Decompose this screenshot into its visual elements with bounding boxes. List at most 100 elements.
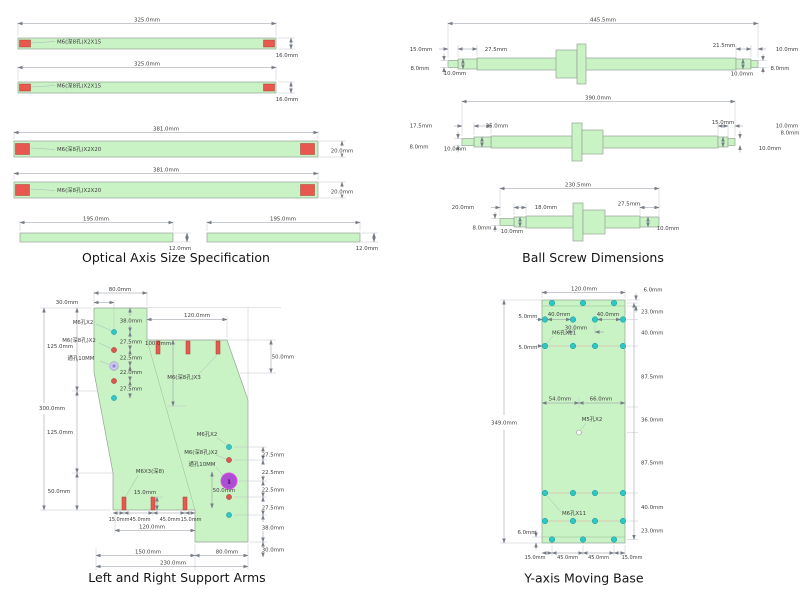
bar-body (13, 181, 319, 199)
hole-label: M5孔X2 (582, 415, 603, 423)
optical-axis-title: Optical Axis Size Specification (82, 250, 270, 265)
hole-m6 (226, 512, 232, 518)
height-dim: 20.0mm (331, 149, 354, 155)
height-dim: 12.0mm (169, 246, 192, 252)
hole-label: 通孔10MM (189, 460, 216, 468)
optical-bar-1: 325.0mm 16.0mm M6(深8孔)X2X15 (17, 18, 298, 59)
dim: 6.0mm (517, 530, 536, 536)
optical-axis-panel: 325.0mm 16.0mm M6(深8孔)X2X15 325.0mm 16.0… (13, 18, 379, 265)
shaft-main (476, 57, 737, 71)
dim: 349.0mm (491, 421, 517, 427)
thread-end-left (19, 83, 31, 92)
ball-screw-2: 390.0mm 17.5mm 25.0mm 15.0mm 10.0mm 8.0m… (409, 96, 800, 162)
bar-body (13, 140, 319, 158)
hole-10mm-highlight (220, 472, 238, 490)
seg-dim: 27.5mm (618, 202, 641, 208)
hole-label: M6X3(深8) (136, 467, 164, 475)
seg-dim: 15.0mm (410, 47, 433, 53)
dim: 150.0mm (135, 550, 161, 556)
thread-end-left (19, 39, 31, 48)
ball-screw-panel: 445.5mm 15.0mm 27.5mm 21.5mm 10.0mm 8.0m… (409, 18, 800, 266)
optical-bar-5: 195.0mm 12.0mm (19, 217, 192, 252)
m6-holes (541, 299, 627, 543)
hole-label: M6孔X11 (552, 329, 576, 337)
dim: 80.0mm (216, 550, 239, 556)
hole-m6 (610, 299, 618, 307)
ball-screw-1: 445.5mm 15.0mm 27.5mm 21.5mm 10.0mm 8.0m… (410, 18, 798, 85)
hole-m6 (541, 489, 549, 497)
dim: 54.0mm (549, 397, 572, 403)
thread-label: M6(深8孔)X2X20 (57, 186, 102, 194)
stud (182, 496, 188, 511)
dim: 40.0mm (548, 312, 571, 318)
dim: 23.0mm (641, 529, 664, 535)
shaft-step (735, 58, 752, 70)
total-length-dim: 390.0mm (585, 96, 611, 102)
thread-label: M6(深8孔)X2X20 (57, 145, 102, 153)
dim: 80.0mm (109, 287, 132, 293)
hole-m6 (591, 517, 599, 525)
shaft-stub (750, 60, 759, 68)
dim: 27.5mm (262, 506, 285, 512)
thread-end-right (300, 143, 315, 155)
shaft-step (457, 58, 478, 70)
nut-flange (576, 43, 587, 85)
height-dim: 12.0mm (356, 246, 379, 252)
dia-dim: 8.0mm (472, 226, 491, 232)
hole-m6 (579, 299, 587, 307)
nut-flange (571, 122, 583, 162)
dim: 23.0mm (641, 310, 664, 316)
stud (155, 340, 161, 355)
hole-m6 (591, 489, 599, 497)
shaft-step (473, 136, 492, 148)
dim: 27.5mm (120, 387, 143, 393)
height-dim: 16.0mm (276, 97, 299, 103)
hole-m6-deep (111, 378, 117, 384)
dim: 38.0mm (262, 526, 285, 532)
hole-m6-deep (226, 457, 232, 463)
seg-dim: 17.5mm (410, 124, 433, 130)
dim: 15.0mm (134, 490, 157, 496)
hole-m6 (591, 342, 599, 350)
hole-m6 (579, 536, 587, 543)
seg-dim: 15.0mm (712, 120, 735, 126)
hole-m6-deep (226, 494, 232, 500)
shaft-stub (499, 218, 515, 226)
dim: 66.0mm (590, 397, 613, 403)
dimension-lines (40, 291, 281, 570)
length-dim: 195.0mm (83, 217, 109, 223)
dia-dim: 10.0mm (657, 226, 680, 232)
dim: 22.5mm (120, 356, 143, 362)
shaft-stub (727, 138, 736, 146)
length-dim: 381.0mm (153, 168, 179, 174)
dim: 45.0mm (130, 517, 151, 523)
stud (121, 496, 127, 511)
seg-dim: 10.0mm (776, 124, 799, 130)
dim: 27.5mm (262, 453, 285, 459)
height-dim: 20.0mm (331, 190, 354, 196)
hole-m6 (619, 342, 627, 350)
dim: 30.0mm (565, 326, 588, 332)
bar-body (17, 81, 277, 94)
dim: 5.0mm (518, 345, 537, 351)
dim: 125.0mm (47, 344, 73, 350)
seg-dim: 27.5mm (485, 47, 508, 53)
length-dim: 325.0mm (134, 62, 160, 68)
support-arms-panel: 1 (39, 287, 294, 585)
dimension-lines (206, 220, 378, 243)
dim: 27.5mm (120, 340, 143, 346)
hole-m6 (569, 489, 577, 497)
bar-body (19, 232, 174, 243)
dia-dim: 10.0mm (444, 71, 467, 77)
dimension-lines (13, 130, 353, 158)
dim: 6.0mm (643, 288, 662, 294)
thread-end-right (263, 83, 275, 92)
dimension-lines (500, 290, 640, 556)
dim: 22.5mm (262, 470, 285, 476)
dim: 36.0mm (641, 418, 664, 424)
dim: 120.0mm (139, 525, 165, 531)
seg-dim: 20.0mm (452, 205, 475, 211)
hole-m6 (541, 342, 549, 350)
hole-m5 (576, 429, 582, 436)
